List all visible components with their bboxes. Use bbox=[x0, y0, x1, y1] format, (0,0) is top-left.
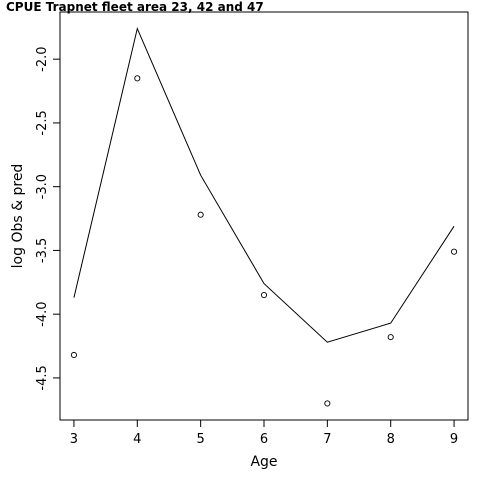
observed-point bbox=[134, 75, 141, 82]
y-tick-label: -3.0 bbox=[35, 174, 50, 199]
observed-point bbox=[387, 334, 394, 341]
y-tick-label: -3.5 bbox=[35, 238, 50, 263]
observed-point bbox=[260, 291, 268, 299]
predicted-line bbox=[73, 26, 455, 343]
y-axis: -2.0 -2.5 -3.0 -3.5 -4.0 -4.5 bbox=[35, 46, 60, 391]
observed-point bbox=[70, 351, 77, 359]
x-tick-label: 5 bbox=[197, 432, 205, 447]
y-tick-label: -2.5 bbox=[35, 110, 50, 135]
x-tick-label: 6 bbox=[260, 432, 268, 447]
x-tick-label: 7 bbox=[323, 432, 331, 447]
y-tick-label: -4.5 bbox=[35, 365, 50, 390]
x-axis-label: Age bbox=[250, 454, 277, 470]
series-layer bbox=[70, 26, 458, 407]
x-tick-label: 4 bbox=[133, 432, 141, 447]
observed-point bbox=[451, 248, 458, 255]
chart-title: CPUE Trapnet fleet area 23, 42 and 47 bbox=[6, 0, 264, 14]
y-axis-label: log Obs & pred bbox=[10, 164, 26, 269]
x-tick-label: 8 bbox=[387, 432, 395, 447]
y-tick-label: -2.0 bbox=[35, 46, 50, 71]
x-axis: 3 4 5 6 7 8 9 bbox=[70, 420, 458, 447]
plot-frame bbox=[59, 11, 469, 421]
y-tick-label: -4.0 bbox=[35, 301, 50, 326]
x-tick-label: 3 bbox=[70, 432, 78, 447]
observed-point bbox=[324, 400, 331, 407]
observed-point bbox=[197, 211, 204, 218]
x-tick-label: 9 bbox=[450, 432, 458, 447]
